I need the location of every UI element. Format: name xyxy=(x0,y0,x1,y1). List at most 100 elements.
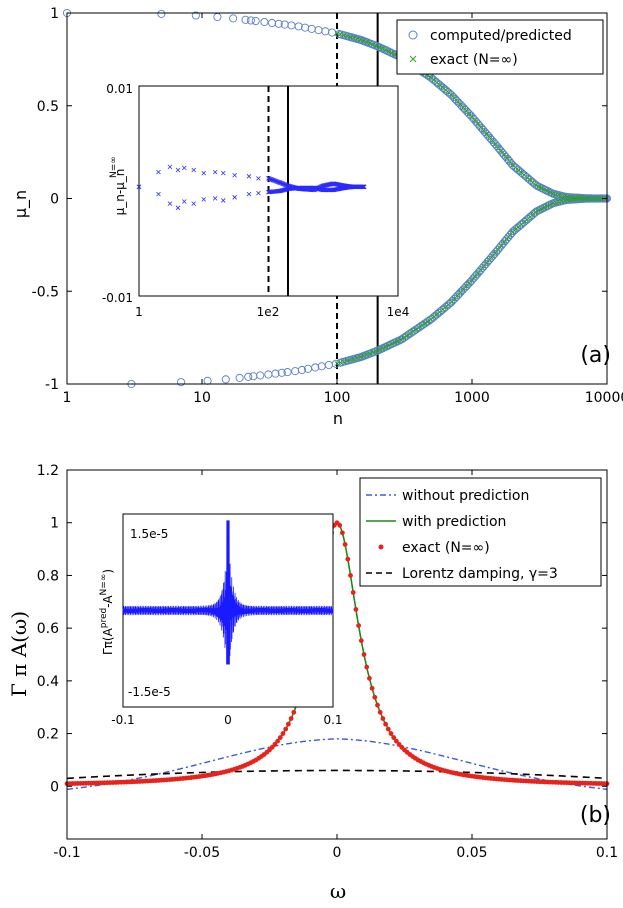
b-point-exact xyxy=(345,556,351,562)
a-point-exact xyxy=(416,324,422,331)
a-point-exact-stroke xyxy=(357,37,363,43)
a-point-computed xyxy=(274,19,283,28)
a-point-exact-stroke xyxy=(334,361,340,367)
inset-a-point xyxy=(167,164,173,170)
a-xtick-label: 100 xyxy=(324,390,351,406)
a-point-exact-stroke xyxy=(437,82,443,88)
a-point-exact-stroke xyxy=(553,191,559,197)
a-point-exact xyxy=(547,189,553,195)
a-point-exact-stroke xyxy=(457,101,463,108)
inset-a-point-stroke xyxy=(336,182,342,188)
inset-a-point-stroke xyxy=(156,191,161,197)
inset-a-point-stroke xyxy=(256,176,261,181)
a-point-exact-stroke xyxy=(446,90,452,96)
inset-a-point-stroke xyxy=(277,180,283,185)
a-point-exact-stroke xyxy=(510,162,516,168)
a-point-exact-stroke xyxy=(364,352,370,358)
inset-a-point xyxy=(256,176,261,181)
inset-a-point xyxy=(191,167,197,173)
b-point-exact xyxy=(388,731,394,736)
a-point-exact xyxy=(410,329,416,335)
a-point-exact-stroke xyxy=(364,39,370,45)
b-point-exact xyxy=(350,590,356,595)
b-xtick-label: 0.1 xyxy=(596,845,618,861)
a-point-computed xyxy=(229,14,238,23)
legend-with-prediction: with prediction xyxy=(402,514,506,530)
inset-a-point-stroke xyxy=(266,176,271,181)
legend-without-prediction: without prediction xyxy=(402,488,529,504)
a-point-exact xyxy=(538,185,544,191)
inset-a-xtick-1: 1 xyxy=(135,305,143,319)
b-ytick-label: 0.8 xyxy=(37,568,59,584)
b-ytick-label: 0 xyxy=(50,779,59,795)
inset-a-point-stroke xyxy=(212,169,218,175)
a-point-exact-stroke xyxy=(538,185,544,191)
a-point-exact xyxy=(364,352,370,358)
panel-a-legend: computed/predicted exact (N=∞) xyxy=(396,19,604,75)
inset-a-point-stroke xyxy=(220,170,226,176)
a-point-exact xyxy=(383,344,389,350)
a-point-exact-stroke xyxy=(489,138,495,144)
b-point-exact xyxy=(337,522,343,528)
panel-a-xlabel: n xyxy=(333,409,343,428)
a-point-exact xyxy=(360,38,366,44)
a-point-exact-stroke xyxy=(354,355,360,361)
b-line-lorentz xyxy=(66,769,608,780)
a-point-computed xyxy=(244,372,253,381)
a-point-exact-stroke xyxy=(481,128,487,134)
b-point-exact xyxy=(361,652,367,657)
b-point-exact xyxy=(283,726,289,732)
b-point-exact xyxy=(367,675,372,681)
inset-a-point-stroke xyxy=(270,177,275,183)
a-point-exact-stroke xyxy=(544,188,550,194)
a-point-exact-stroke xyxy=(524,174,530,181)
panel-a: 1 10 100 1000 10000 -1 -0.5 0 0.5 1 computed/pred… xyxy=(11,6,623,428)
b-point-exact xyxy=(275,738,280,744)
inset-a-point xyxy=(175,167,181,173)
inset-a-point xyxy=(191,201,197,206)
b-ytick-label: 1 xyxy=(50,516,59,532)
a-point-exact-stroke xyxy=(556,192,562,198)
inset-b-xtick-left: -0.1 xyxy=(111,713,134,727)
a-point-exact-stroke xyxy=(451,95,458,101)
a-point-exact-stroke xyxy=(410,329,416,335)
svg-text:N=∞: N=∞ xyxy=(109,156,119,178)
inset-a-point-stroke xyxy=(281,181,287,187)
inset-b-residual-line xyxy=(122,520,334,665)
inset-b-ylabel: Γπ(Apred-AN=∞) xyxy=(99,569,115,655)
b-point-exact xyxy=(394,738,399,744)
b-point-exact xyxy=(369,685,375,691)
b-point-exact xyxy=(340,530,345,536)
a-point-exact-stroke xyxy=(337,360,343,366)
a-point-exact xyxy=(547,202,553,208)
a-point-exact xyxy=(533,182,539,188)
a-point-exact-stroke xyxy=(425,318,431,324)
a-point-exact xyxy=(357,37,363,43)
a-point-computed xyxy=(311,363,320,372)
inset-a-point xyxy=(232,172,237,178)
a-point-exact-stroke xyxy=(360,38,366,44)
inset-a-point-stroke xyxy=(220,198,226,203)
a-point-exact xyxy=(360,353,366,359)
a-point-exact xyxy=(544,203,550,209)
a-point-exact-stroke xyxy=(533,209,539,215)
a-point-exact-stroke xyxy=(370,42,376,48)
b-ytick-label: 0.2 xyxy=(37,727,59,743)
a-point-exact-stroke xyxy=(434,80,440,86)
b-point-exact xyxy=(391,735,397,740)
a-point-exact-stroke xyxy=(416,324,422,331)
panel-b-tag: (b) xyxy=(580,803,611,828)
inset-a-point xyxy=(361,184,366,190)
panel-a-tag: (a) xyxy=(580,343,611,368)
a-point-exact xyxy=(395,338,401,344)
panel-a-inset: 0.01 -0.01 1 1e2 1e4 μ_n-μ_n N=∞ xyxy=(102,82,409,319)
a-point-exact-stroke xyxy=(463,108,469,114)
b-point-exact xyxy=(353,606,359,612)
a-point-exact-stroke xyxy=(513,165,519,171)
a-point-exact xyxy=(401,335,407,341)
b-point-exact xyxy=(288,716,294,721)
inset-a-point-stroke xyxy=(267,176,272,182)
inset-a-point-stroke xyxy=(136,184,142,190)
inset-a-point-stroke xyxy=(272,178,278,183)
a-point-exact-stroke xyxy=(431,77,437,83)
